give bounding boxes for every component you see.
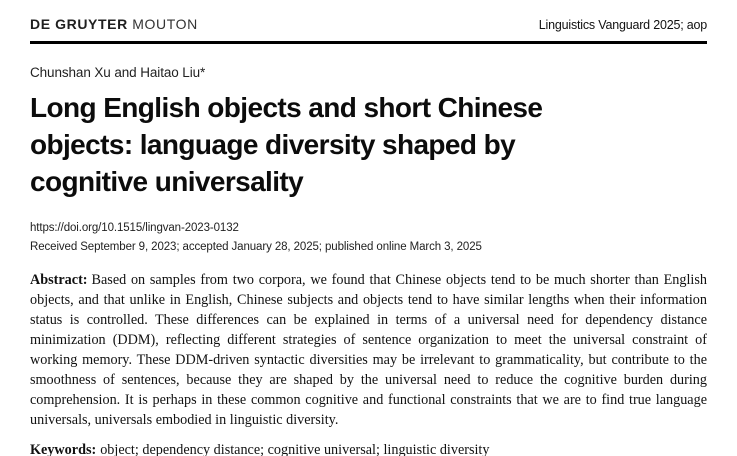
abstract-paragraph: Abstract: Based on samples from two corpo…: [30, 270, 707, 430]
article-meta: https://doi.org/10.1515/lingvan-2023-013…: [30, 219, 707, 257]
article-title-line-1: Long English objects and short Chinese: [30, 92, 543, 123]
running-head: DE GRUYTER MOUTON Linguistics Vanguard 2…: [30, 0, 707, 32]
article-title: Long English objects and short Chinese o…: [30, 89, 707, 200]
publisher-name-imprint: MOUTON: [132, 16, 198, 32]
publisher-name-bold: DE GRUYTER: [30, 16, 128, 32]
article-history: Received September 9, 2023; accepted Jan…: [30, 241, 482, 253]
article-title-line-2: objects: language diversity shaped by: [30, 129, 516, 160]
keywords-paragraph: Keywords: object; dependency distance; co…: [30, 440, 707, 456]
keywords-text: object; dependency distance; cognitive u…: [100, 442, 490, 456]
abstract-text: Based on samples from two corpora, we fo…: [30, 272, 707, 428]
journal-reference: Linguistics Vanguard 2025; aop: [538, 18, 707, 32]
doi-link[interactable]: https://doi.org/10.1515/lingvan-2023-013…: [30, 222, 239, 234]
article-title-line-3: cognitive universality: [30, 166, 304, 197]
abstract-label: Abstract:: [30, 272, 88, 288]
header-divider-rule: [30, 41, 707, 44]
keywords-label: Keywords:: [30, 442, 97, 456]
publisher-logo: DE GRUYTER MOUTON: [30, 16, 198, 32]
authors-line: Chunshan Xu and Haitao Liu*: [30, 65, 206, 80]
